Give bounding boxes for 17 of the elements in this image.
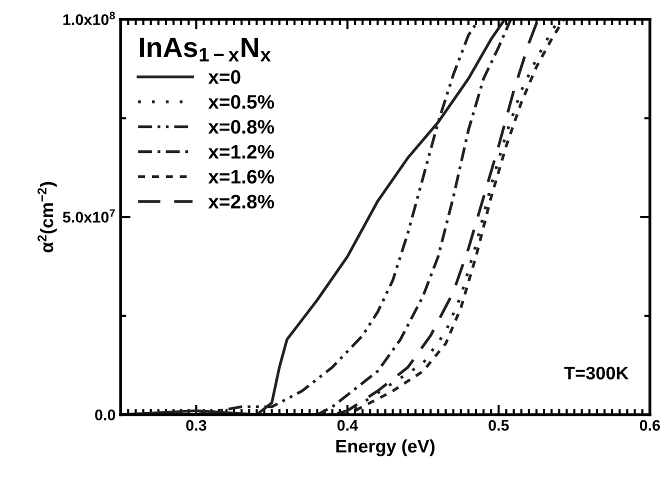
legend-label: x=0: [208, 70, 240, 84]
y-tick-label: 1.0x10$^{8}$: [63, 12, 115, 26]
legend-title: InAs$_{1−x}$N$_{x}$: [140, 38, 271, 62]
x-tick-label: 0.6: [640, 420, 660, 431]
y-tick-label: 5.0x10$^{7}$: [62, 209, 115, 223]
legend-label: x=1.6%: [208, 170, 274, 184]
x-tick-label: 0.3: [186, 420, 206, 431]
y-axis-title: α$^{2}$(cm$^{−2}$): [38, 182, 57, 252]
legend-label: x=1.2%: [208, 144, 274, 159]
x-tick-label: 0.5: [488, 420, 509, 431]
legend-label: x=2.8%: [208, 194, 274, 209]
x-tick-label: 0.4: [337, 420, 358, 431]
y-tick-label: 0.0: [95, 410, 116, 420]
x-axis-title: Energy (eV): [336, 439, 435, 456]
legend-label: x=0.8%: [208, 120, 274, 134]
annotation: T=300K: [564, 366, 629, 380]
legend-label: x=0.5%: [208, 95, 274, 109]
